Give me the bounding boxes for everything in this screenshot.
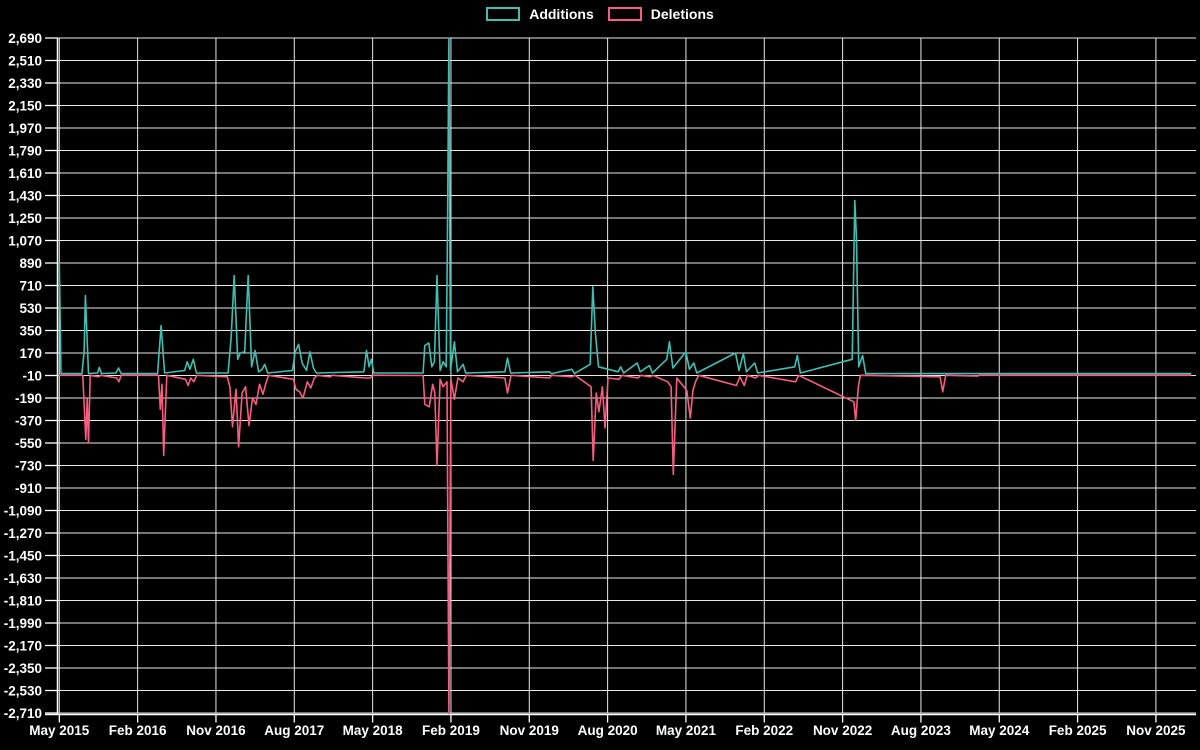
- x-axis-tick-label: May 2024: [969, 723, 1030, 738]
- y-axis-tick-label: 1,250: [8, 211, 42, 226]
- y-axis-tick-label: -2,530: [4, 684, 42, 699]
- x-axis-tick-label: Nov 2019: [500, 723, 559, 738]
- y-axis-tick-label: -2,170: [4, 639, 42, 654]
- x-axis-tick-label: Nov 2016: [186, 723, 246, 738]
- y-axis-tick-label: -370: [15, 414, 42, 429]
- x-axis-tick-label: Feb 2019: [422, 723, 480, 738]
- y-axis-tick-label: -190: [15, 391, 42, 406]
- x-axis-tick-label: Aug 2017: [264, 723, 324, 738]
- x-axis-tick-label: Feb 2022: [735, 723, 793, 738]
- x-axis-tick-label: Feb 2025: [1049, 723, 1107, 738]
- y-axis-tick-label: 1,970: [8, 121, 42, 136]
- legend-item-additions[interactable]: Additions: [486, 6, 594, 22]
- legend-label-additions: Additions: [529, 6, 594, 22]
- y-axis-tick-label: -10: [22, 369, 42, 384]
- x-axis-tick-label: May 2018: [343, 723, 404, 738]
- y-axis-tick-label: -2,710: [4, 706, 42, 721]
- series-line-additions: [58, 37, 1192, 375]
- y-axis-tick-label: 1,070: [8, 234, 42, 249]
- x-axis-tick-label: Aug 2023: [891, 723, 952, 738]
- y-axis-tick-label: -1,270: [4, 526, 42, 541]
- y-axis-tick-label: 1,430: [8, 189, 42, 204]
- y-axis-tick-label: -1,090: [4, 504, 42, 519]
- y-axis-tick-label: -2,350: [4, 661, 42, 676]
- y-axis-tick-label: -1,810: [4, 594, 42, 609]
- y-axis-tick-label: 530: [19, 301, 42, 316]
- x-axis-tick-label: Nov 2025: [1126, 723, 1186, 738]
- x-axis-tick-label: Aug 2020: [578, 723, 638, 738]
- y-axis-tick-label: 1,790: [8, 144, 42, 159]
- x-axis-tick-label: Nov 2022: [813, 723, 872, 738]
- y-axis-tick-label: -550: [15, 436, 42, 451]
- y-axis-tick-label: 170: [19, 346, 42, 361]
- y-axis-tick-label: 2,150: [8, 99, 42, 114]
- y-axis-tick-label: 890: [19, 256, 42, 271]
- x-axis-tick-label: May 2015: [29, 723, 90, 738]
- y-axis-tick-label: -910: [15, 481, 42, 496]
- y-axis-tick-label: 710: [19, 279, 42, 294]
- legend-item-deletions[interactable]: Deletions: [607, 6, 714, 22]
- y-axis-tick-label: -1,990: [4, 616, 42, 631]
- y-axis-tick-label: 2,510: [8, 54, 42, 69]
- y-axis-tick-label: -730: [15, 459, 42, 474]
- y-axis-tick-label: -1,450: [4, 549, 42, 564]
- additions-swatch-icon: [486, 7, 521, 21]
- y-axis-tick-label: 350: [19, 324, 42, 339]
- y-axis-tick-label: 2,690: [8, 31, 42, 46]
- x-axis-tick-label: May 2021: [656, 723, 717, 738]
- legend-label-deletions: Deletions: [650, 6, 714, 22]
- y-axis-tick-label: -1,630: [4, 571, 42, 586]
- x-axis-tick-label: Feb 2016: [109, 723, 167, 738]
- legend: Additions Deletions: [0, 6, 1200, 22]
- series-line-deletions: [58, 374, 1192, 714]
- y-axis-tick-label: 2,330: [8, 76, 42, 91]
- y-axis-tick-label: 1,610: [8, 166, 42, 181]
- deletions-swatch-icon: [607, 7, 642, 21]
